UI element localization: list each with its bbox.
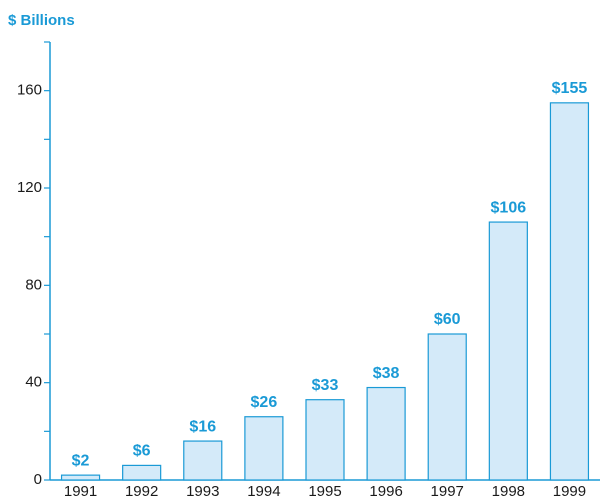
- x-tick-label: 1991: [64, 483, 97, 500]
- x-tick-label: 1998: [492, 483, 525, 500]
- x-tick-label: 1994: [247, 483, 280, 500]
- bar: [183, 440, 223, 481]
- y-tick-label: 0: [34, 471, 42, 488]
- bar: [366, 386, 406, 481]
- bar: [427, 333, 467, 481]
- value-label: $60: [434, 311, 461, 328]
- axis-title: $ Billions: [8, 12, 75, 29]
- value-label: $33: [312, 377, 339, 394]
- x-tick-label: 1997: [431, 483, 464, 500]
- value-label: $38: [373, 365, 400, 382]
- bar: [244, 416, 284, 481]
- x-tick-label: 1992: [125, 483, 158, 500]
- bar: [122, 464, 162, 481]
- y-tick-label: 160: [17, 82, 42, 99]
- value-label: $106: [491, 199, 527, 216]
- bar: [549, 102, 590, 481]
- x-tick-label: 1996: [369, 483, 402, 500]
- bar: [488, 221, 528, 481]
- y-tick-label: 80: [25, 276, 42, 293]
- y-tick-label: 40: [25, 374, 42, 391]
- y-tick-label: 120: [17, 179, 42, 196]
- bar: [305, 399, 345, 481]
- value-label: $16: [189, 418, 216, 435]
- value-label: $26: [251, 394, 278, 411]
- x-tick-label: 1999: [553, 483, 586, 500]
- value-label: $2: [72, 452, 90, 469]
- bar: [60, 474, 101, 481]
- x-tick-label: 1995: [308, 483, 341, 500]
- value-label: $6: [133, 443, 151, 460]
- value-label: $155: [552, 80, 588, 97]
- x-tick-label: 1993: [186, 483, 219, 500]
